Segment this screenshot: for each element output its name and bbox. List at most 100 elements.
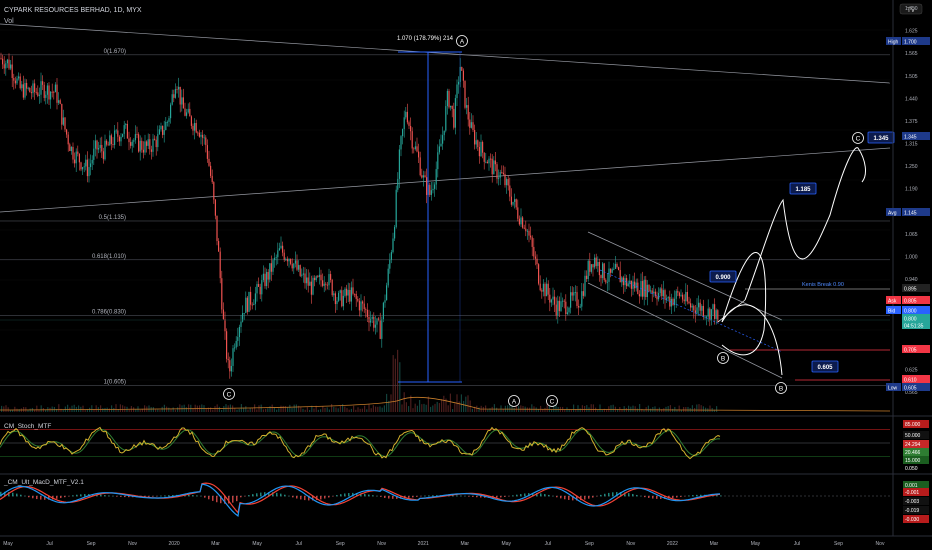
candle-body	[493, 160, 495, 175]
price-tag-value: 0.800	[904, 309, 917, 315]
volume-bar	[174, 409, 176, 412]
candle-body	[542, 283, 544, 292]
candle-body	[2, 58, 4, 65]
macd-histogram-bar	[352, 492, 354, 497]
candle-body	[443, 130, 445, 136]
volume-bar	[232, 405, 234, 412]
volume-bar	[355, 409, 357, 412]
candle-body	[558, 300, 560, 312]
candle-body	[123, 125, 125, 134]
volume-bar	[185, 407, 187, 412]
candle-body	[410, 125, 412, 132]
candle-body	[131, 141, 133, 146]
candle-body	[390, 252, 392, 260]
fib-level-label: 0.618(1.010)	[92, 254, 126, 260]
candle-body	[560, 301, 562, 312]
macd-histogram-bar	[524, 493, 526, 497]
candle-body	[3, 64, 5, 69]
candle-body	[208, 158, 210, 166]
candle-body	[675, 291, 677, 299]
volume-bar	[643, 409, 645, 412]
volume-bar	[58, 404, 60, 412]
stoch-axis-tag	[903, 456, 929, 464]
candle-body	[16, 78, 18, 84]
candle-body	[227, 358, 229, 361]
measure-label: 1.070 (178.79%) 214	[397, 36, 454, 42]
volume-bar	[271, 404, 273, 412]
candle-body	[205, 137, 207, 146]
candle-body	[19, 76, 21, 89]
candle-body	[571, 292, 573, 296]
candle-body	[394, 227, 396, 239]
candle-body	[256, 284, 258, 294]
candle-body	[166, 121, 168, 123]
candle-body	[619, 270, 621, 283]
volume-bar	[236, 409, 238, 412]
price-tag-value-bg	[902, 321, 930, 329]
candle-body	[568, 307, 570, 313]
candle-body	[339, 290, 341, 293]
price-tick-label: 1.625	[905, 29, 918, 35]
candle-body	[240, 321, 242, 327]
macd-pane: _CM_Ult_MacD_MTF_V2.1 0.001-0.001 -0.003 -0…	[0, 479, 929, 523]
price-tag-name: Bid	[888, 309, 895, 315]
candle-body	[171, 94, 173, 105]
candle-body	[573, 292, 575, 296]
volume-bar	[135, 409, 137, 412]
macd-histogram-bar	[652, 496, 654, 499]
macd-histogram-bar	[372, 495, 374, 497]
macd-histogram-bar	[564, 496, 566, 500]
candle-body	[547, 283, 549, 295]
candle-body	[462, 70, 464, 81]
candle-body	[66, 129, 68, 135]
volume-bar	[452, 409, 454, 412]
price-tag-value: 0.895	[904, 287, 917, 293]
volume-bar	[390, 394, 392, 412]
volume-bar	[348, 409, 350, 412]
candle-body	[381, 319, 383, 339]
macd-histogram-bar	[188, 494, 190, 497]
volume-bar	[509, 404, 511, 412]
volume-bar	[370, 408, 372, 412]
volume-bar	[188, 404, 190, 412]
time-tick-label: Sep	[336, 541, 345, 547]
price-tag-name: High	[888, 40, 899, 46]
price-tag-value: 1.145	[904, 211, 917, 217]
volume-bar	[654, 406, 656, 412]
macd-histogram-bar	[28, 496, 30, 498]
candle-body	[530, 235, 532, 238]
macd-histogram-bar	[360, 493, 362, 497]
price-tag-value: 1.345	[904, 135, 917, 141]
volume-bar	[161, 406, 163, 412]
macd-histogram-bar	[220, 496, 222, 504]
candle-body	[50, 91, 52, 100]
candle-body	[509, 185, 511, 197]
volume-bar	[51, 406, 53, 412]
stoch-axis-label: 20.466	[905, 450, 921, 456]
candle-body	[10, 64, 12, 69]
macd-histogram-bar	[648, 496, 650, 498]
price-tick-label: 1.000	[905, 254, 918, 260]
candle-body	[656, 296, 658, 300]
candle-body	[528, 230, 530, 236]
volume-bar	[166, 406, 168, 412]
candle-body	[598, 261, 600, 276]
candle-body	[522, 217, 524, 228]
candle-body	[382, 302, 384, 320]
volume-bar	[304, 409, 306, 412]
projection-wave-c	[744, 147, 866, 301]
candle-body	[291, 263, 293, 269]
macd-histogram-bar	[324, 496, 326, 499]
macd-histogram-bar	[692, 495, 694, 497]
fib-levels: 0(1.670) 0.5(1.135) 0.618(1.010) 0.786(0.83…	[0, 49, 890, 386]
macd-histogram-bar	[680, 496, 682, 497]
candle-body	[646, 284, 648, 298]
candle-body	[258, 284, 260, 287]
candle-body	[536, 258, 538, 265]
stoch-axis-label: 85.000	[905, 422, 921, 428]
candle-body	[544, 283, 546, 297]
candle-body	[365, 309, 367, 310]
candle-body	[122, 133, 124, 137]
